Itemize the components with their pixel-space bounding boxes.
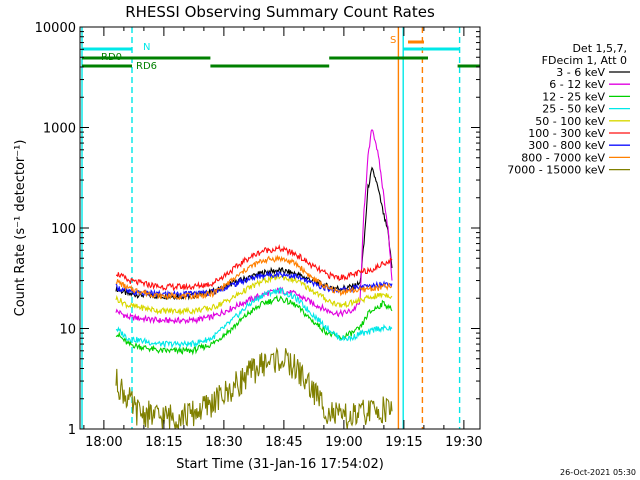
- y-tick-label: 1000: [43, 122, 76, 137]
- y-tick-label: 10000: [35, 21, 76, 36]
- legend-entry: 7000 - 15000 keV: [507, 164, 605, 177]
- annotation-marker: N: [143, 42, 150, 53]
- legend-entry: 25 - 50 keV: [542, 103, 605, 116]
- y-axis-label: Count Rate (s⁻¹ detector⁻¹): [13, 140, 28, 317]
- axis-ticks: 1 10 100 1000 10000 18:00 18:15 18:30 18:45 19:00…: [35, 21, 483, 450]
- series-line: [115, 254, 393, 301]
- x-tick-label: 19:15: [385, 435, 422, 450]
- annotation-marker: RD0: [101, 52, 122, 63]
- x-tick-label: 19:30: [445, 435, 482, 450]
- series-line: [115, 243, 393, 292]
- series-line: [115, 287, 393, 349]
- annotation-marker: RD6: [136, 61, 157, 72]
- x-axis-label: Start Time (31-Jan-16 17:54:02): [176, 457, 384, 472]
- plot-area: N RD0 RD6 S: [79, 26, 481, 430]
- plot-frame: [79, 26, 481, 430]
- chart-title: RHESSI Observing Summary Count Rates: [125, 3, 435, 21]
- legend-entry: 3 - 6 keV: [556, 66, 605, 79]
- series-line: [115, 346, 393, 430]
- generation-timestamp: 26-Oct-2021 05:30: [560, 468, 636, 477]
- legend-entry: 800 - 7000 keV: [521, 151, 605, 164]
- legend-header: FDecim 1, Att 0: [542, 54, 627, 67]
- y-tick-label: 10: [59, 323, 76, 338]
- x-tick-label: 18:45: [265, 435, 302, 450]
- x-tick-label: 19:00: [325, 435, 362, 450]
- x-tick-label: 18:30: [205, 435, 242, 450]
- legend-header: Det 1,5,7,: [572, 42, 627, 55]
- y-tick-label: 100: [51, 222, 76, 237]
- y-tick-label: 1: [68, 423, 76, 438]
- x-tick-label: 18:00: [85, 435, 122, 450]
- annotation-marker: S: [390, 35, 396, 46]
- legend-entry: 50 - 100 keV: [535, 115, 605, 128]
- series-line: [115, 294, 393, 356]
- series-line: [115, 128, 393, 325]
- legend-entry: 12 - 25 keV: [542, 90, 605, 103]
- legend-entry: 6 - 12 keV: [549, 78, 605, 91]
- legend-entry: 100 - 300 keV: [528, 127, 605, 140]
- legend-entry: 300 - 800 keV: [528, 139, 605, 152]
- x-tick-label: 18:15: [145, 435, 182, 450]
- series-line: [115, 272, 393, 316]
